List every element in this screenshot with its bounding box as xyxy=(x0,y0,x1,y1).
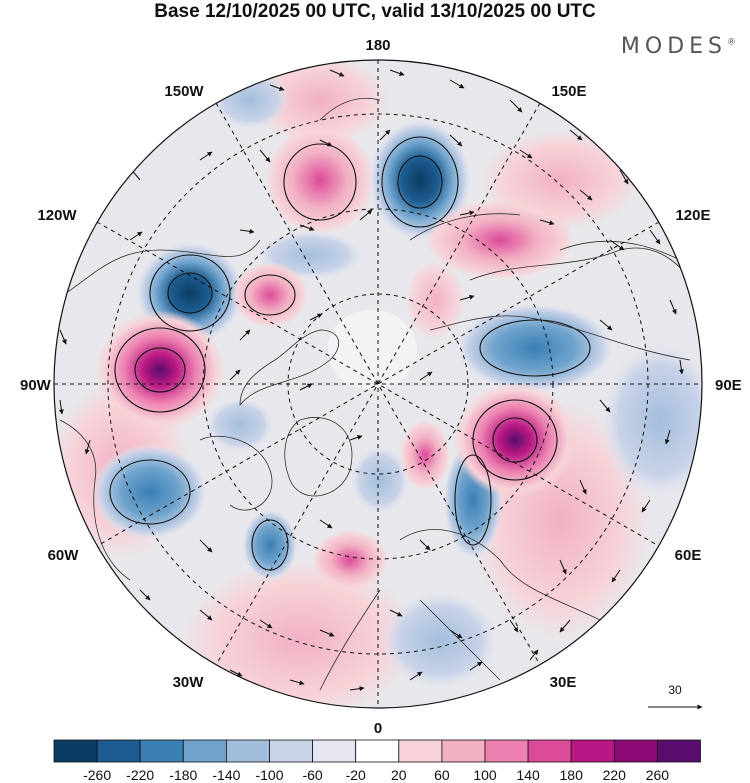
lon-label-180: 180 xyxy=(365,37,390,54)
anomaly-positive xyxy=(312,530,388,590)
colorbar-tick-label: 20 xyxy=(391,767,407,783)
colorbar-swatch xyxy=(441,739,486,763)
colorbar-tick-label: -20 xyxy=(346,767,366,783)
colorbar-swatch xyxy=(657,739,701,763)
lon-label-30w: 30W xyxy=(173,674,205,691)
colorbar-swatch xyxy=(269,739,313,763)
lon-label-30e: 30E xyxy=(550,674,577,691)
anomaly-positive xyxy=(425,200,575,280)
anomaly-negative xyxy=(600,340,702,500)
reference-vector: 30 xyxy=(648,683,703,710)
lon-label-90e: 90E xyxy=(715,377,742,394)
colorbar-swatch xyxy=(139,739,184,763)
reference-vector-label: 30 xyxy=(668,683,682,697)
anomaly-positive xyxy=(95,310,225,430)
colorbar-tick-label: -100 xyxy=(255,767,283,783)
colorbar-swatch xyxy=(484,739,529,763)
anomaly-positive xyxy=(405,260,465,340)
lon-label-60e: 60E xyxy=(675,547,702,564)
anomaly-negative xyxy=(380,590,500,690)
colorbar-swatch xyxy=(182,739,227,763)
lon-label-150e: 150E xyxy=(551,83,586,100)
colorbar-swatch xyxy=(225,739,270,763)
colorbar-tick-label: 100 xyxy=(473,767,497,783)
lat-lon-grid xyxy=(54,60,702,708)
colorbar-tick-label: 140 xyxy=(516,767,540,783)
anomaly-positive xyxy=(232,262,308,328)
colorbar-tick-label: 260 xyxy=(646,767,670,783)
colorbar-tick-label: -140 xyxy=(212,767,240,783)
map-title: Base 12/10/2025 00 UTC, valid 13/10/2025… xyxy=(154,1,596,22)
colorbar-tick-label: -260 xyxy=(83,767,111,783)
anomaly-positive xyxy=(453,382,577,498)
colorbar-tick-label: 180 xyxy=(560,767,584,783)
colorbar-swatch xyxy=(96,739,141,763)
colorbar-tick-label: 60 xyxy=(434,767,450,783)
colorbar-swatch xyxy=(312,739,357,763)
lon-label-150w: 150W xyxy=(164,83,204,100)
colorbar-tick-label: 220 xyxy=(603,767,627,783)
colorbar-swatch xyxy=(570,739,615,763)
lon-label-0: 0 xyxy=(374,720,382,737)
colorbar-swatch xyxy=(53,739,98,763)
colorbar: -260 -220 -180 -140 -100 -60 -20 20 60 100 140 180 2… xyxy=(53,739,701,783)
anomaly-positive xyxy=(265,125,375,235)
lon-label-90w: 90W xyxy=(20,377,52,394)
anomaly-positive xyxy=(250,60,390,145)
anomaly-negative xyxy=(242,509,298,581)
anomaly-negative xyxy=(205,397,275,453)
lon-label-120e: 120E xyxy=(675,207,710,224)
colorbar-tick-label: -220 xyxy=(126,767,154,783)
colorbar-swatch xyxy=(398,739,443,763)
modes-brand-logo: MODES® xyxy=(620,34,736,59)
lon-label-120w: 120W xyxy=(37,207,77,224)
anomaly-negative xyxy=(455,303,615,393)
lon-label-60w: 60W xyxy=(48,547,80,564)
colorbar-swatch xyxy=(613,739,658,763)
map-boundary xyxy=(53,59,703,709)
anomaly-positive xyxy=(400,420,450,490)
anomaly-field xyxy=(54,60,702,708)
colorbar-tick-label: -180 xyxy=(169,767,197,783)
geopotential-contours xyxy=(109,136,591,571)
colorbar-swatch xyxy=(527,739,572,763)
colorbar-tick-label: -60 xyxy=(302,767,322,783)
anomaly-negative xyxy=(350,445,410,515)
colorbar-swatch xyxy=(355,739,400,763)
anomaly-negative xyxy=(92,444,208,540)
